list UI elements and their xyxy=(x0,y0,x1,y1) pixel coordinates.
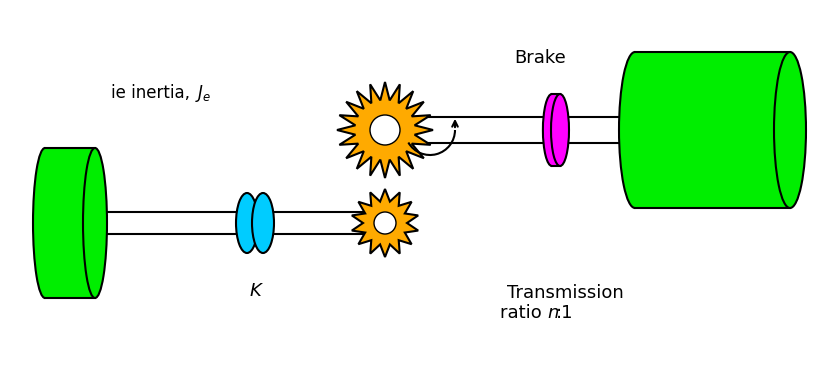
Ellipse shape xyxy=(774,52,806,208)
Circle shape xyxy=(370,115,400,145)
Ellipse shape xyxy=(551,94,569,166)
Polygon shape xyxy=(45,148,95,298)
Text: K: K xyxy=(249,282,261,300)
Polygon shape xyxy=(635,52,790,208)
Text: Transmission: Transmission xyxy=(507,284,623,302)
Ellipse shape xyxy=(619,52,651,208)
Polygon shape xyxy=(95,212,385,234)
Ellipse shape xyxy=(543,94,561,166)
Polygon shape xyxy=(352,189,418,257)
Polygon shape xyxy=(552,94,560,166)
Text: ratio: ratio xyxy=(500,304,547,322)
Ellipse shape xyxy=(83,148,107,298)
Polygon shape xyxy=(337,82,433,178)
Polygon shape xyxy=(385,117,790,143)
Text: :1: :1 xyxy=(556,304,574,322)
Text: $J_e$: $J_e$ xyxy=(195,83,212,104)
Ellipse shape xyxy=(33,148,57,298)
Text: ie inertia,: ie inertia, xyxy=(111,84,195,102)
Text: Brake: Brake xyxy=(514,49,566,67)
Text: n: n xyxy=(547,304,559,322)
Circle shape xyxy=(374,212,396,234)
Ellipse shape xyxy=(252,193,274,253)
Ellipse shape xyxy=(236,193,258,253)
